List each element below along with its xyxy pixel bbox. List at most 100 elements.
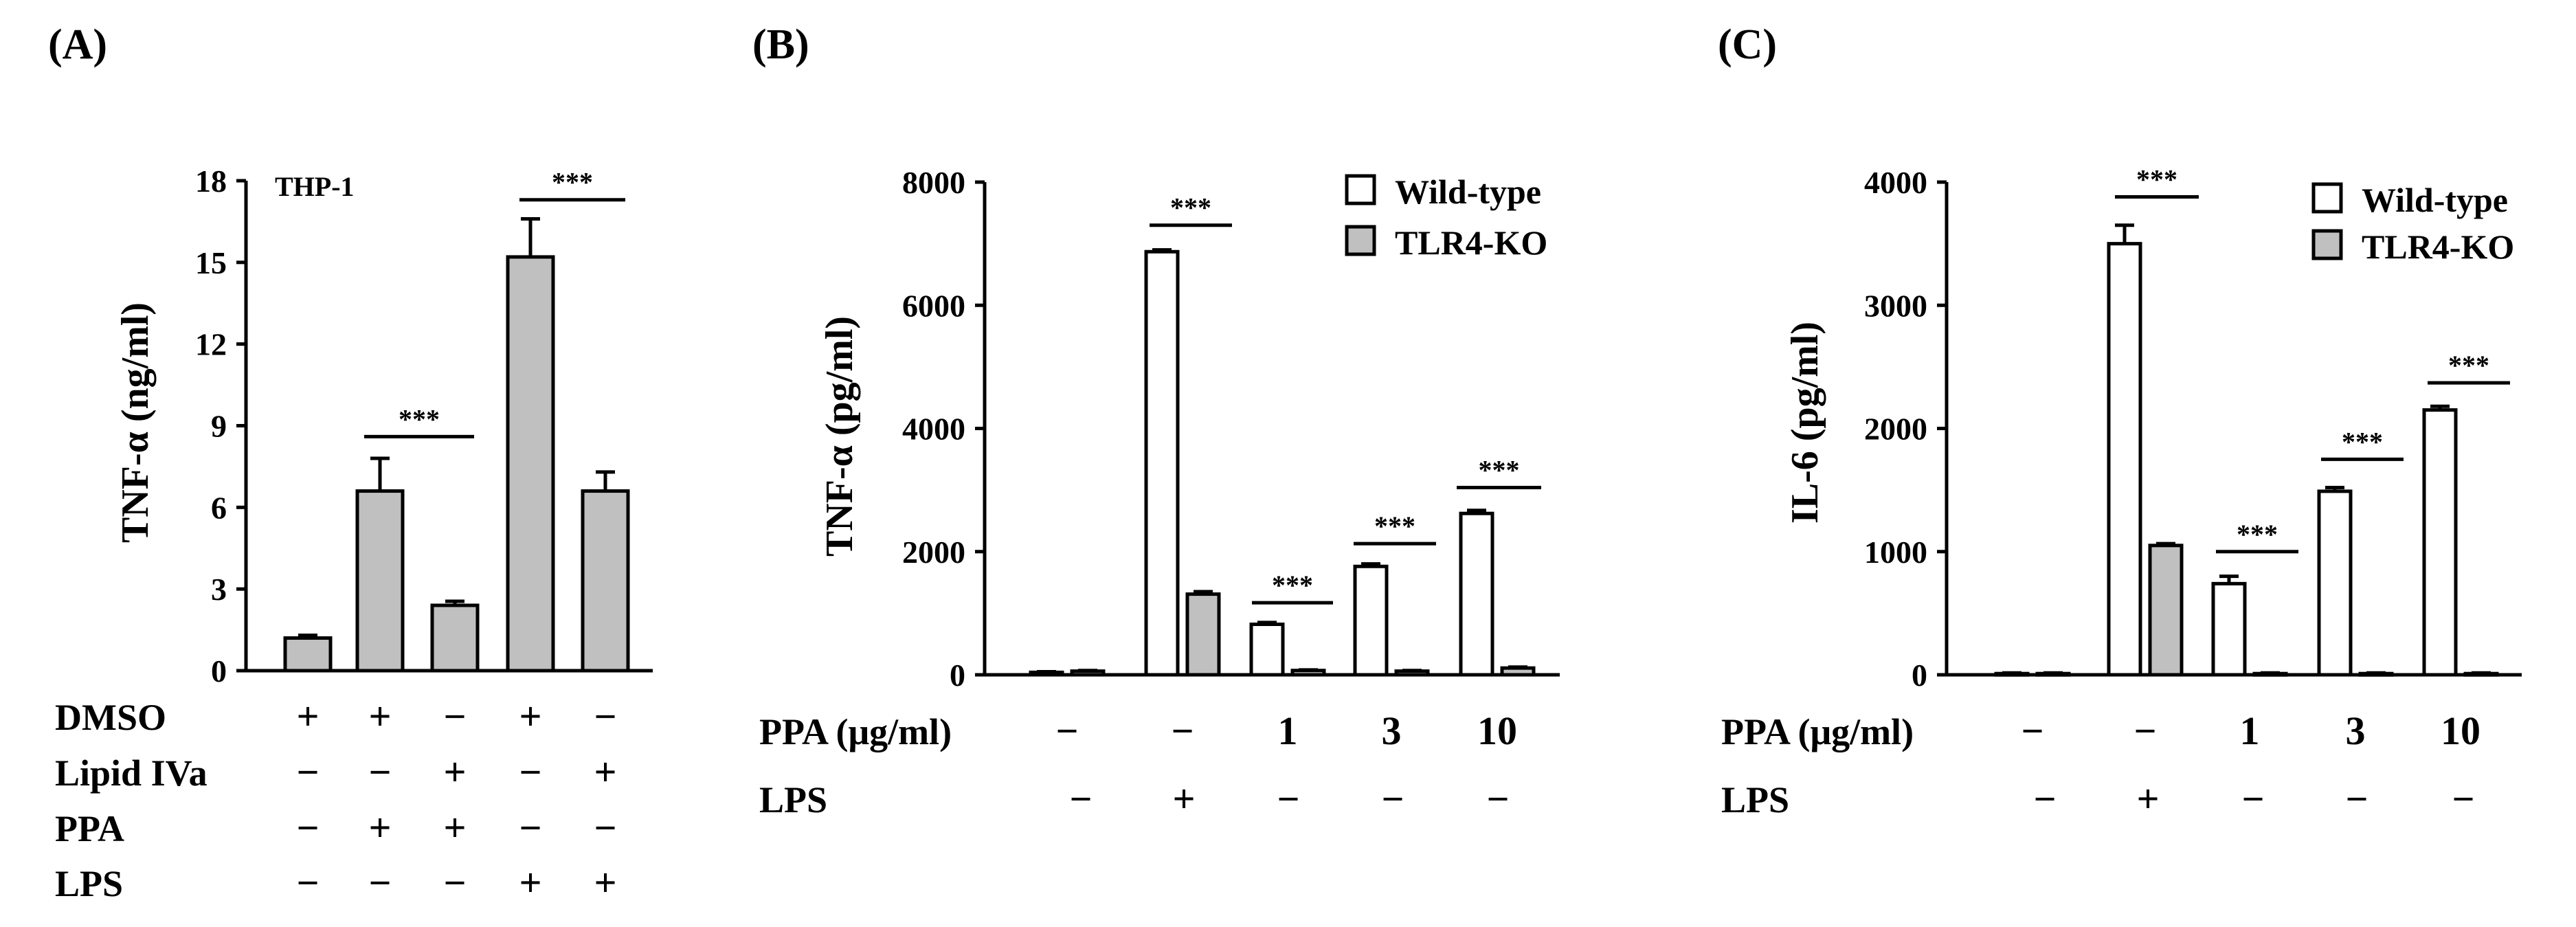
panel-b-y-ticks: 0 2000 4000 6000 8000 (902, 165, 985, 693)
b-sign-ppa-1: − (1055, 708, 1078, 753)
panel-c-legend: Wild-type TLR4-KO (2311, 181, 2514, 266)
b-sign-ppa-5: 10 (1477, 708, 1517, 753)
a-sign-lps-5: + (594, 860, 616, 905)
panel-b-bars (1029, 248, 1536, 677)
panel-a-tnf--bar-1 (355, 489, 405, 673)
panel-c-wild-type-bar-4 (2422, 408, 2458, 677)
panel-c-significance: *** *** *** *** (2115, 164, 2510, 554)
panel-b-sig-label-0: *** (1170, 192, 1211, 223)
panel-a-ytick-label-2: 6 (211, 490, 227, 525)
a-sign-lipid-5: + (594, 750, 616, 794)
panel-c-sig-label-1: *** (2237, 519, 2278, 550)
a-sign-dmso-4: + (519, 694, 541, 739)
b-sign-lps-2: + (1172, 777, 1195, 821)
c-sign-ppa-5: 10 (2441, 708, 2480, 753)
panel-c-legend-swatch-wild-type (2311, 182, 2343, 214)
a-sign-lps-4: + (519, 860, 541, 905)
panel-a-cond-lipid-label: Lipid IVa (55, 752, 208, 794)
panel-b-wild-type-bar-2 (1249, 623, 1285, 677)
panel-c-y-ticks: 0 1000 2000 3000 4000 (1864, 165, 1947, 693)
panel-c-cond-lps-label: LPS (1721, 779, 1789, 820)
panel-a-tnf--bar-0 (283, 636, 333, 673)
panel-b-y-axis-label: TNF-α (pg/ml) (818, 316, 861, 557)
panel-c-ytick-label-3: 3000 (1864, 288, 1927, 323)
panel-b-ytick-label-3: 6000 (902, 288, 965, 323)
panel-b-sig-label-3: *** (1479, 455, 1520, 486)
panel-b-wild-type-bar-3 (1353, 564, 1389, 677)
panel-c-ytick-label-0: 0 (1912, 658, 1927, 693)
c-sign-ppa-3: 1 (2240, 708, 2260, 753)
panel-a-cond-lps-label: LPS (55, 863, 123, 904)
panel-a-y-axis-label: TNF-α (ng/ml) (114, 302, 157, 543)
panel-c-bars (1994, 223, 2499, 677)
panel-b-ytick-label-1: 2000 (902, 535, 965, 570)
panel-c-label: (C) (1718, 21, 1777, 68)
panel-b-tlr4-ko-bar-1 (1185, 592, 1221, 677)
a-sign-lps-3: − (443, 860, 466, 905)
panel-a-ytick-label-5: 15 (195, 245, 227, 280)
panel-c-sig-label-0: *** (2136, 164, 2177, 195)
panel-a-cond-ppa-label: PPA (55, 808, 124, 849)
panel-b-legend-tlr4-ko: TLR4-KO (1395, 223, 1547, 262)
panel-c-ytick-label-2: 2000 (1864, 412, 1927, 447)
c-sign-ppa-2: − (2133, 708, 2156, 753)
panel-a-tnf--bar-2 (430, 603, 480, 673)
panel-b-ytick-label-2: 4000 (902, 412, 965, 447)
b-sign-ppa-2: − (1171, 708, 1194, 753)
panel-c-wild-type-bar-3 (2317, 489, 2353, 677)
panel-a-inset-label: THP-1 (275, 171, 355, 202)
c-sign-lps-5: − (2452, 777, 2474, 821)
b-sign-lps-1: − (1069, 777, 1092, 821)
panel-b-cond-lps-label: LPS (759, 779, 827, 820)
panel-b-legend-swatch-tlr4-ko (1345, 225, 1376, 256)
panel-a-sig-label-1: *** (552, 167, 593, 198)
panel-b-significance: *** *** *** *** (1150, 192, 1541, 605)
b-sign-lps-3: − (1277, 777, 1299, 821)
a-sign-dmso-1: + (296, 694, 319, 739)
panel-c-sig-label-3: *** (2448, 350, 2489, 381)
a-sign-ppa-1: − (296, 805, 319, 850)
panel-a-ytick-label-4: 12 (195, 327, 227, 362)
panel-b-sig-label-2: *** (1374, 511, 1415, 541)
panel-b-wild-type-bar-4 (1459, 511, 1494, 677)
panel-a-ytick-label-0: 0 (211, 654, 227, 689)
panel-b-cond-ppa-label: PPA (μg/ml) (759, 711, 952, 752)
panel-c-wild-type-bar-1 (2107, 242, 2142, 677)
panel-b-legend: Wild-type TLR4-KO (1345, 172, 1547, 262)
a-sign-dmso-2: + (368, 694, 391, 739)
panel-a-y-ticks: 0 3 6 9 12 15 18 (195, 164, 246, 689)
panel-c-legend-swatch-tlr4-ko (2311, 229, 2343, 260)
a-sign-dmso-5: − (594, 694, 616, 739)
a-sign-lipid-1: − (296, 750, 319, 794)
panel-b-label: (B) (752, 21, 809, 68)
c-sign-lps-3: − (2241, 777, 2264, 821)
panel-b-legend-wild-type: Wild-type (1395, 172, 1541, 211)
panel-a-ytick-label-3: 9 (211, 409, 227, 444)
c-sign-lps-2: + (2136, 777, 2159, 821)
a-sign-lps-2: − (368, 860, 391, 905)
b-sign-lps-4: − (1381, 777, 1404, 821)
c-sign-lps-4: − (2345, 777, 2368, 821)
panel-a-bars (283, 216, 630, 673)
panel-c-wild-type-bar-2 (2211, 581, 2247, 677)
panel-c-legend-wild-type: Wild-type (2362, 181, 2508, 219)
b-sign-ppa-3: 1 (1278, 708, 1298, 753)
panel-a-significance: *** *** (364, 167, 625, 438)
panel-c-sig-label-2: *** (2342, 426, 2383, 457)
panel-a-label: (A) (48, 21, 107, 68)
panel-b-legend-swatch-wild-type (1345, 174, 1376, 205)
panel-a-tnf--bar-4 (581, 489, 630, 673)
panel-a-cond-dmso-label: DMSO (55, 697, 166, 738)
panel-c-y-axis-label: IL-6 (pg/ml) (1784, 322, 1826, 524)
panel-a-ytick-label-6: 18 (195, 164, 227, 199)
panel-c-tlr4-ko-bar-1 (2148, 544, 2184, 677)
c-sign-ppa-1: − (2021, 708, 2043, 753)
a-sign-ppa-3: + (443, 805, 466, 850)
b-sign-ppa-4: 3 (1382, 708, 1402, 753)
panel-c-ytick-label-4: 4000 (1864, 165, 1927, 200)
a-sign-ppa-2: + (368, 805, 391, 850)
panel-b-sig-label-1: *** (1272, 570, 1313, 601)
